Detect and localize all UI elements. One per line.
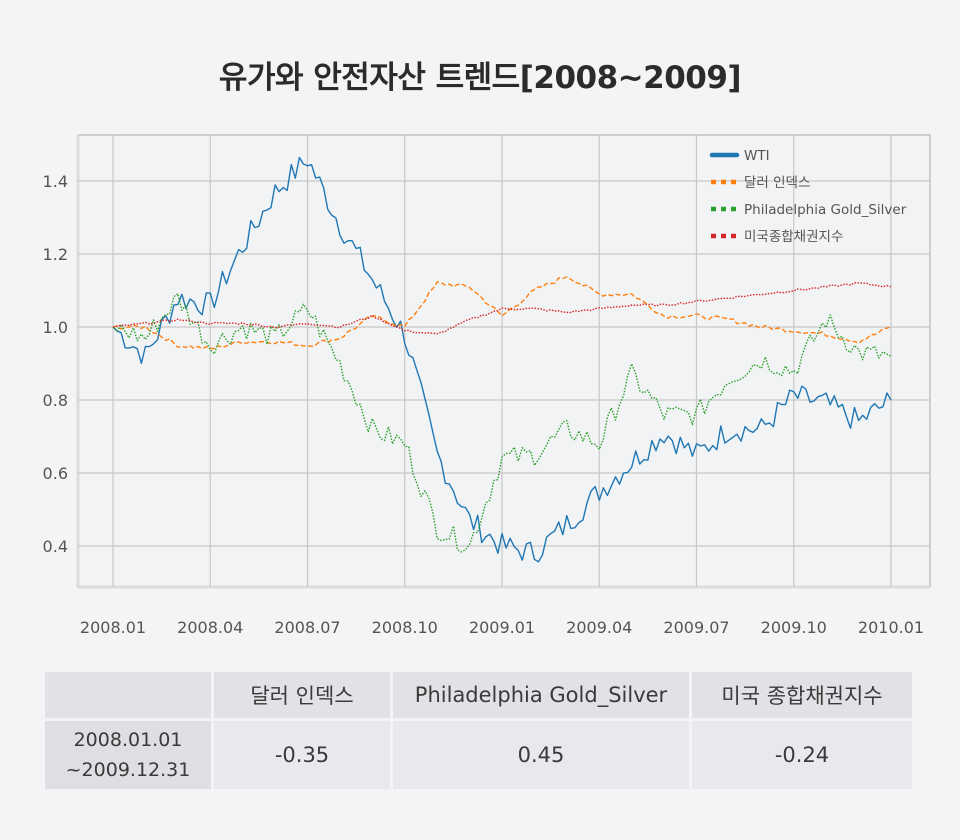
- legend-label: 미국종합채권지수: [744, 229, 843, 245]
- y-tick-label: 0.8: [43, 391, 68, 410]
- legend-dollar-index: 달러 인덱스: [711, 175, 810, 191]
- table-header-row: 달러 인덱스 Philadelphia Gold_Silver 미국 종합채권지…: [45, 672, 912, 718]
- series-line-2: [112, 292, 892, 553]
- legend-label: WTI: [744, 148, 770, 164]
- series-lines: [112, 156, 892, 563]
- x-tick-label: 2010.01: [858, 618, 924, 637]
- y-tick-label: 0.4: [43, 537, 68, 556]
- legend-gold-silver: Philadelphia Gold_Silver: [711, 202, 907, 218]
- legend-label: Philadelphia Gold_Silver: [744, 202, 907, 218]
- plot-area: [77, 134, 931, 588]
- grid-lines: [78, 135, 930, 587]
- x-tick-label: 2009.01: [469, 618, 535, 637]
- y-tick-label: 1.4: [43, 172, 68, 191]
- x-tick-label: 2008.07: [274, 618, 340, 637]
- table-header-empty: [45, 672, 211, 718]
- period-start: 2008.01.01: [73, 729, 183, 751]
- chart-title: 유가와 안전자산 트렌드[2008~2009]: [218, 60, 742, 96]
- correlation-table: 달러 인덱스 Philadelphia Gold_Silver 미국 종합채권지…: [42, 669, 915, 792]
- x-tick-label: 2009.04: [566, 618, 632, 637]
- table-header-dollar-index: 달러 인덱스: [214, 672, 390, 718]
- x-tick-label: 2008.04: [177, 618, 243, 637]
- table-row: 2008.01.01 ~2009.12.31 -0.35 0.45 -0.24: [45, 721, 912, 789]
- legend-wti: WTI: [709, 148, 770, 164]
- x-axis-ticks: 2008.01 2008.04 2008.07 2008.10 2009.01 2009.…: [80, 618, 924, 637]
- line-chart: 0.4 0.6 0.8 1.0 1.2 1.4 2008.01 2008.04 2008.07…: [43, 134, 931, 637]
- corr-gold-silver: 0.45: [393, 721, 689, 789]
- x-tick-label: 2008.10: [372, 618, 438, 637]
- table-header-bond-index: 미국 종합채권지수: [692, 672, 912, 718]
- x-tick-label: 2008.01: [80, 618, 146, 637]
- y-axis-ticks: 0.4 0.6 0.8 1.0 1.2 1.4: [43, 172, 68, 556]
- legend-label: 달러 인덱스: [744, 175, 810, 191]
- y-tick-label: 0.6: [43, 464, 68, 483]
- legend-bond-index: 미국종합채권지수: [711, 229, 843, 245]
- table-row-period: 2008.01.01 ~2009.12.31: [45, 721, 211, 789]
- series-line-0: [112, 156, 892, 563]
- x-tick-label: 2009.07: [663, 618, 729, 637]
- x-tick-label: 2009.10: [761, 618, 827, 637]
- table-header-gold-silver: Philadelphia Gold_Silver: [393, 672, 689, 718]
- corr-dollar-index: -0.35: [214, 721, 390, 789]
- legend: WTI 달러 인덱스 Philadelphia Gold_Silver 미국종합채권지…: [709, 148, 907, 245]
- corr-bond-index: -0.24: [692, 721, 912, 789]
- series-line-3: [112, 282, 892, 335]
- y-tick-label: 1.2: [43, 245, 68, 264]
- y-tick-label: 1.0: [43, 318, 68, 337]
- period-end: ~2009.12.31: [65, 759, 191, 781]
